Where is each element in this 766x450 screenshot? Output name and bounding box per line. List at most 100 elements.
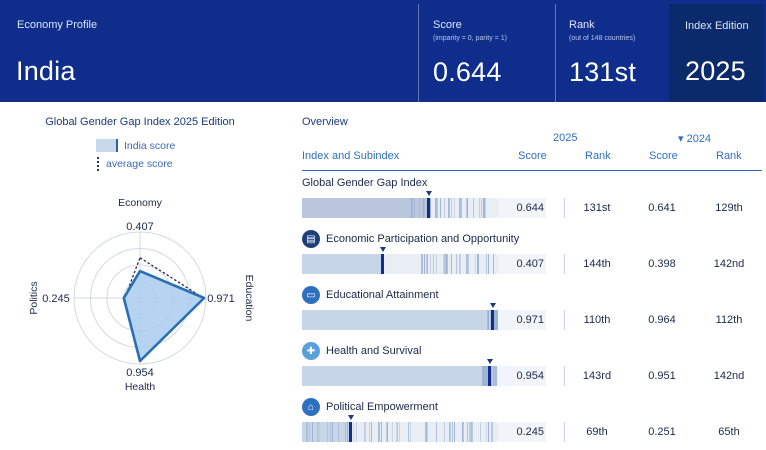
row-score: 0.407 [498, 254, 546, 274]
column-divider [564, 310, 565, 330]
score-bar [302, 366, 498, 386]
score-bar [302, 310, 498, 330]
score-marker [488, 366, 491, 386]
distribution-tick [426, 254, 427, 274]
distribution-tick [466, 198, 467, 218]
axis-label-economy: Economy [118, 197, 163, 209]
year-previous-header[interactable]: ▾ 2024 [678, 133, 712, 145]
distribution-tick [319, 422, 320, 442]
distribution-tick [490, 310, 491, 330]
axis-value-politics: 0.245 [42, 293, 70, 305]
distribution-tick [462, 422, 463, 442]
distribution-tick [454, 198, 455, 218]
distribution-tick [459, 198, 460, 218]
distribution-tick [467, 254, 468, 274]
distribution-tick [338, 422, 339, 442]
distribution-tick [332, 422, 333, 442]
edition-label: Index Edition [685, 20, 749, 32]
distribution-tick [488, 310, 489, 330]
score-bar-fill [302, 254, 382, 274]
distribution-tick [347, 422, 348, 442]
distribution-tick [381, 422, 382, 442]
distribution-tick [430, 254, 431, 274]
column-score-prev-header: Score [649, 150, 678, 162]
distribution-tick [379, 422, 380, 442]
row-rank: 143rd [582, 370, 612, 382]
distribution-tick [421, 254, 422, 274]
rank-label: Rank [569, 19, 595, 31]
row-score-prev: 0.964 [648, 314, 676, 326]
header-divider [418, 4, 419, 102]
distribution-tick [463, 422, 464, 442]
axis-value-education: 0.971 [207, 293, 235, 305]
distribution-tick [449, 198, 450, 218]
distribution-tick [479, 198, 480, 218]
distribution-tick [433, 254, 434, 274]
distribution-tick [478, 254, 479, 274]
distribution-tick [486, 254, 487, 274]
distribution-tick [472, 422, 473, 442]
distribution-tick [473, 198, 474, 218]
distribution-tick [483, 366, 484, 386]
row-title: Global Gender Gap Index [302, 177, 428, 189]
government-building-icon: ⌂ [302, 398, 320, 416]
overall-rank: 131st [569, 57, 637, 87]
distribution-tick [386, 422, 387, 442]
distribution-tick [307, 422, 308, 442]
score-marker [427, 198, 430, 218]
score-pointer-icon [348, 415, 354, 420]
distribution-tick [494, 366, 495, 386]
row-score-prev: 0.641 [648, 202, 676, 214]
distribution-tick [477, 254, 478, 274]
distribution-tick [487, 310, 488, 330]
axis-value-health: 0.954 [126, 367, 154, 379]
distribution-tick [470, 422, 471, 442]
distribution-tick [436, 198, 437, 218]
distribution-tick [408, 422, 409, 442]
score-bar [302, 422, 498, 442]
distribution-tick [469, 422, 470, 442]
distribution-ticks [302, 422, 498, 442]
score-pointer-icon [490, 303, 496, 308]
distribution-tick [491, 366, 492, 386]
distribution-tick [460, 198, 461, 218]
row-score-prev: 0.951 [648, 370, 676, 382]
distribution-tick [443, 254, 444, 274]
distribution-tick [478, 254, 479, 274]
distribution-tick [423, 198, 424, 218]
row-title: Economic Participation and Opportunity [326, 233, 520, 245]
distribution-tick [466, 254, 467, 274]
distribution-tick [436, 254, 437, 274]
legend-country-swatch [96, 139, 118, 152]
header-rule [302, 170, 762, 171]
distribution-tick [488, 422, 489, 442]
distribution-tick [491, 366, 492, 386]
row-rank-prev: 142nd [713, 258, 745, 270]
distribution-tick [364, 422, 365, 442]
header-divider [555, 4, 556, 102]
distribution-tick [483, 198, 484, 218]
score-bar-fill [302, 310, 492, 330]
row-rank: 144th [583, 258, 611, 270]
distribution-tick [482, 366, 483, 386]
column-score-header: Score [518, 150, 547, 162]
distribution-tick [467, 198, 468, 218]
score-pointer-icon [380, 247, 386, 252]
distribution-tick [356, 422, 357, 442]
economy-profile-header: Economy Profile India Score (imparity = … [0, 0, 766, 102]
distribution-tick [437, 198, 438, 218]
country-name: India [16, 56, 76, 86]
distribution-tick [488, 254, 489, 274]
book-icon: ▭ [302, 286, 320, 304]
distribution-tick [491, 422, 492, 442]
distribution-tick [330, 422, 331, 442]
row-rank: 69th [586, 426, 608, 438]
distribution-tick [484, 198, 485, 218]
distribution-tick [327, 422, 328, 442]
row-rank: 131st [583, 202, 611, 214]
radar-chart: Economy 0.407 Education 0.971 0.954 Heal… [28, 197, 255, 393]
score-marker [381, 254, 384, 274]
distribution-tick [485, 366, 486, 386]
distribution-tick [345, 422, 346, 442]
row-title: Educational Attainment [326, 289, 439, 301]
